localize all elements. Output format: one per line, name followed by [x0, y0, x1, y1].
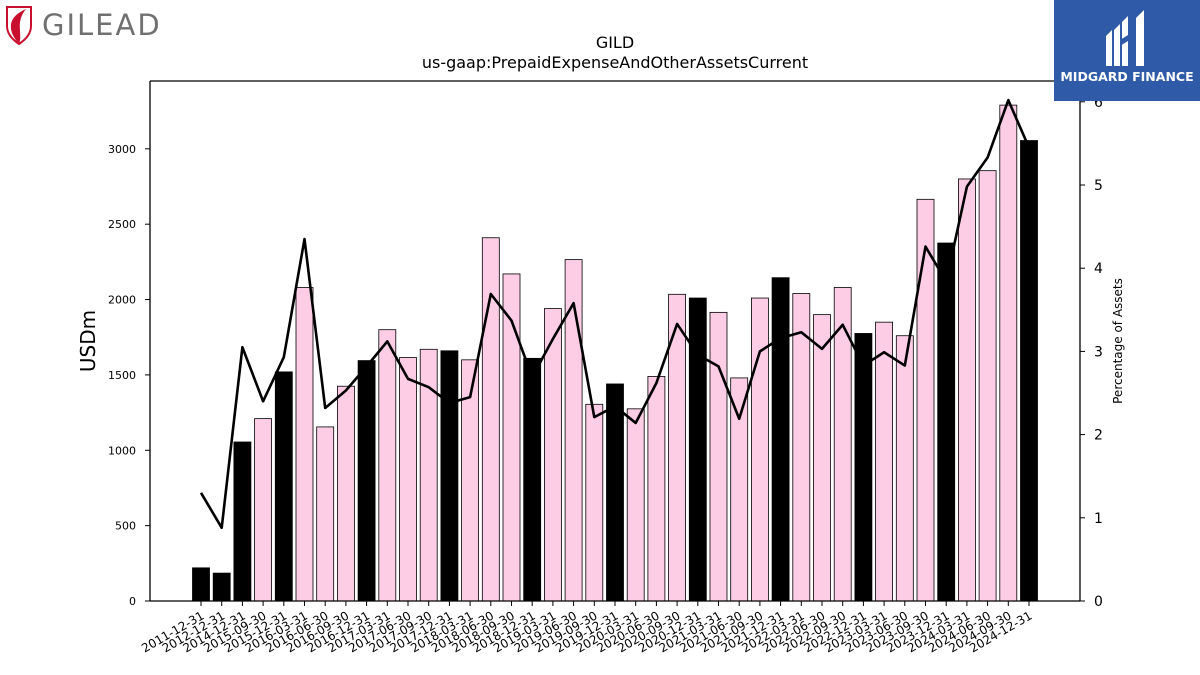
y2-tick-label: 3 [1094, 344, 1103, 360]
bar [316, 426, 335, 602]
y-tick-label: 1500 [108, 369, 136, 382]
bar [523, 357, 542, 602]
midgard-logo: MIDGARD FINANCE [1054, 0, 1200, 101]
y2-tick-label: 4 [1094, 261, 1103, 277]
bar [937, 242, 956, 602]
y-axis-label: USDm [76, 310, 100, 372]
series-line [199, 98, 1031, 530]
bar [295, 287, 314, 602]
bar [916, 198, 935, 602]
bar [647, 376, 666, 602]
y2-tick-label: 1 [1094, 511, 1103, 527]
bar [958, 178, 976, 602]
y-tick-label: 500 [115, 520, 136, 533]
gilead-logo: GILEAD [4, 4, 162, 46]
bar [399, 357, 417, 602]
bar [1020, 140, 1038, 602]
bar [233, 441, 252, 602]
y2-tick-label: 5 [1094, 178, 1103, 194]
bar [813, 314, 831, 602]
y-tick-label: 1000 [108, 444, 136, 457]
bar [212, 572, 231, 602]
bar [192, 567, 210, 602]
bar [875, 321, 893, 602]
bar [854, 333, 873, 602]
bar [730, 377, 749, 602]
chart-subtitle: us-gaap:PrepaidExpenseAndOtherAssetsCurr… [422, 53, 808, 72]
y2-tick-label: 2 [1094, 428, 1103, 444]
y-tick-label: 3000 [108, 143, 136, 156]
axes-group: 05001000150020002500300001234562011-12-3… [108, 80, 1103, 655]
bar [999, 104, 1018, 602]
bar [336, 385, 355, 602]
bar [771, 277, 790, 602]
bar [606, 383, 624, 602]
bar [626, 408, 645, 602]
chart-title: GILD [596, 33, 634, 52]
line-group [199, 98, 1031, 530]
gilead-logo-text: GILEAD [42, 8, 162, 42]
bar [585, 403, 604, 602]
midgard-logo-text: MIDGARD FINANCE [1060, 69, 1194, 84]
bar [688, 297, 707, 602]
bar [378, 329, 397, 602]
bars-group [192, 104, 1038, 602]
y-tick-label: 2000 [108, 294, 136, 307]
midgard-emblem-icon [1106, 10, 1144, 66]
y2-tick-label: 0 [1094, 594, 1103, 610]
bar [792, 293, 811, 602]
bar [440, 350, 459, 602]
bar [254, 418, 273, 602]
bar [895, 335, 914, 602]
y2-tick-label: 6 [1094, 95, 1103, 111]
y-tick-label: 2500 [108, 218, 136, 231]
gilead-shield-icon [6, 6, 32, 46]
y2-axis-label: Percentage of Assets [1111, 278, 1125, 404]
bar [564, 259, 583, 602]
y-tick-label: 0 [129, 595, 136, 608]
bar [274, 371, 293, 602]
bar [481, 237, 500, 602]
bar [709, 311, 728, 602]
bar [978, 170, 997, 602]
bar [357, 360, 376, 602]
bar [751, 297, 769, 602]
